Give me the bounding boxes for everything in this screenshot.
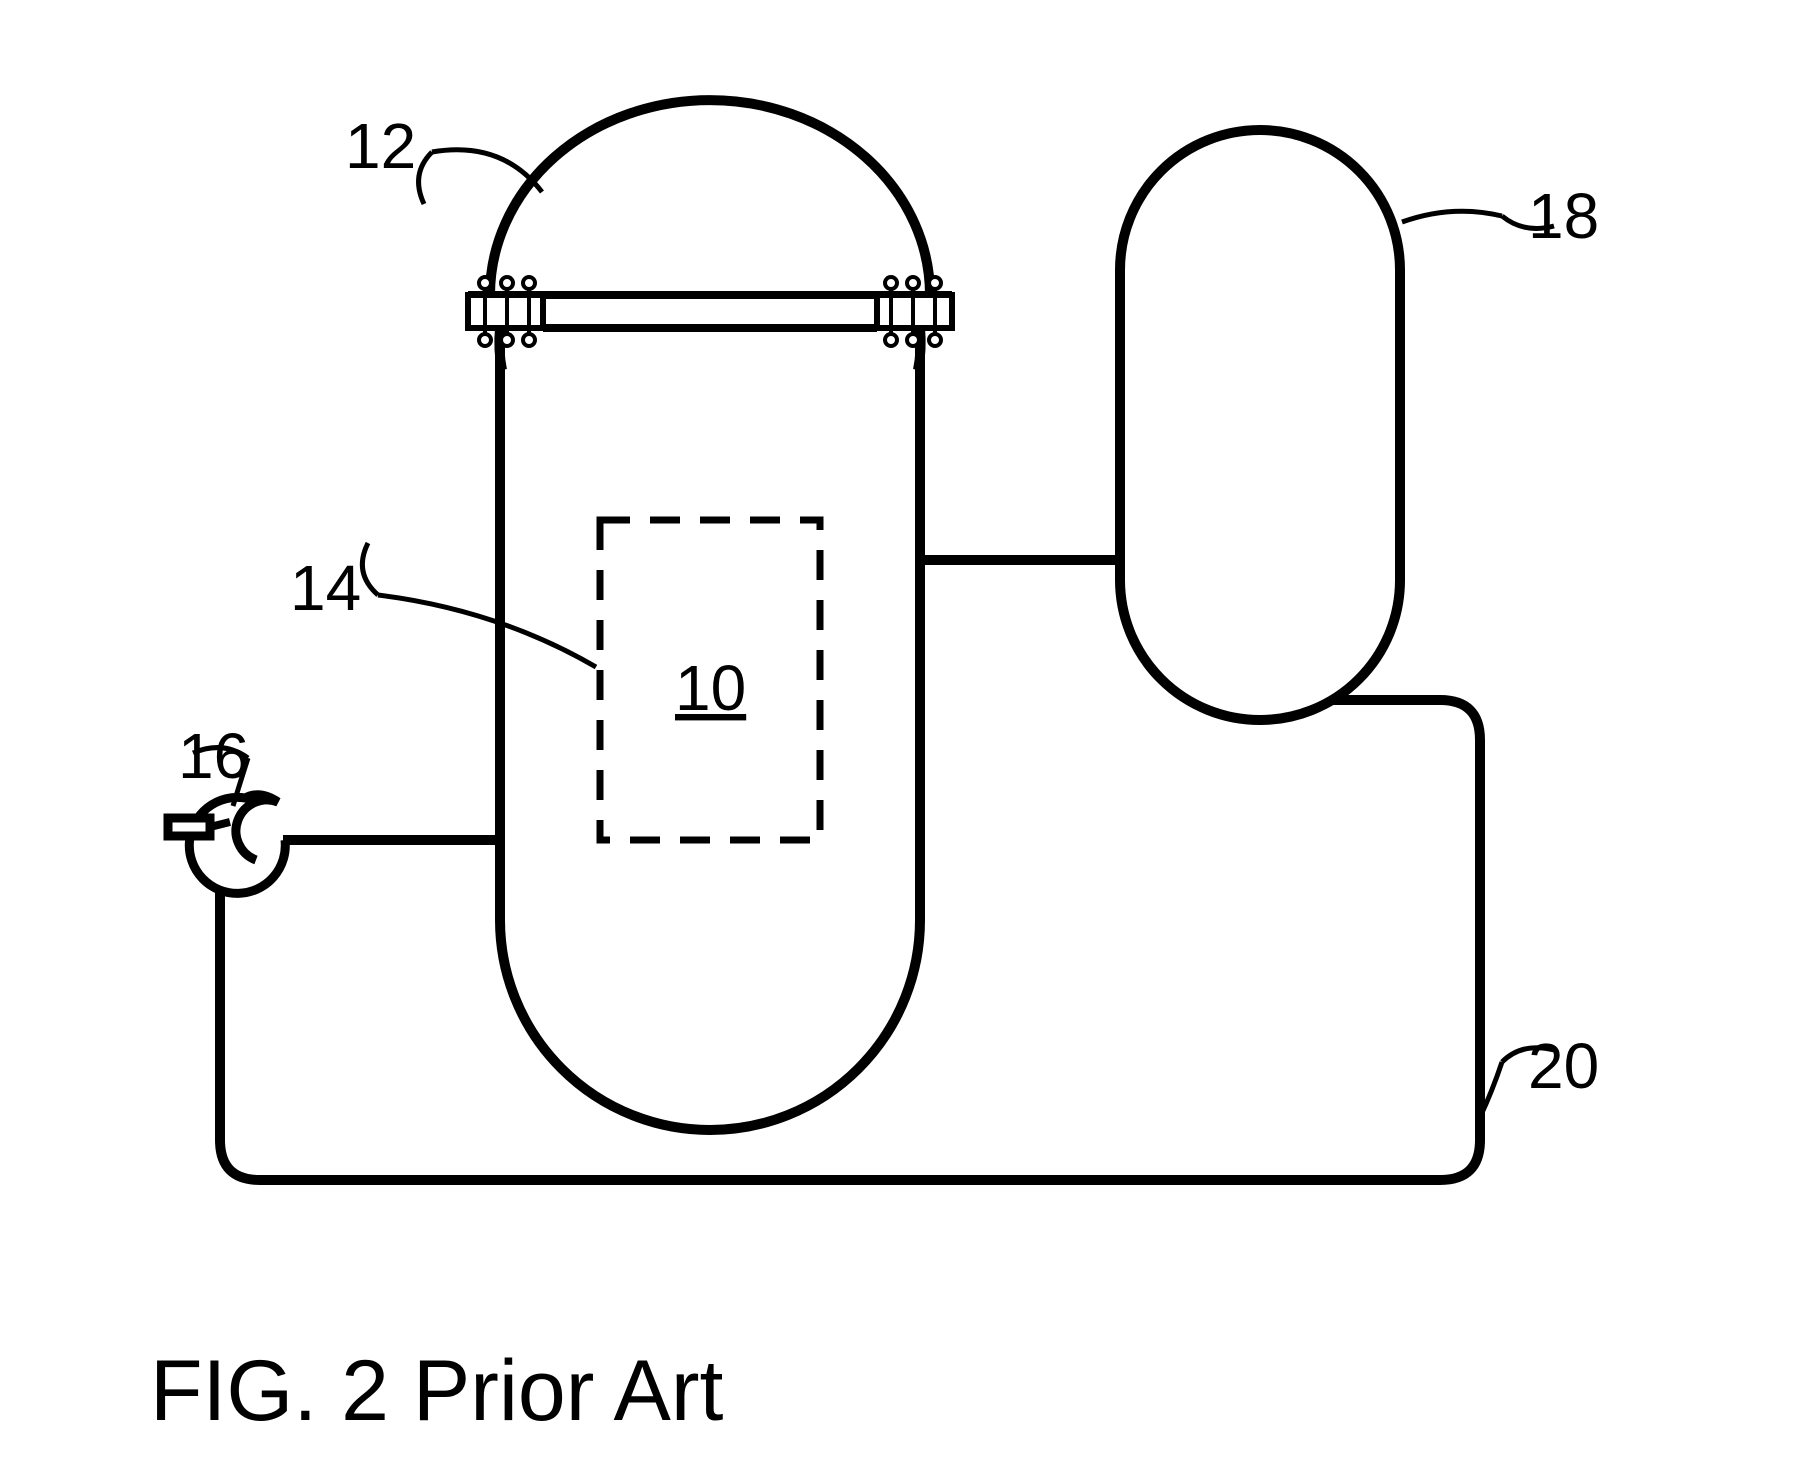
reactor-vessel [499,328,920,1130]
steam-generator [1120,130,1400,720]
reactor-body [500,328,920,1130]
dome-arc [490,100,930,295]
pump-body [189,795,285,894]
label-12: 12 [345,110,416,182]
reactor-dome [490,100,930,295]
label-20: 20 [1528,1030,1599,1102]
pump-nozzle [168,818,210,836]
coolant-pump [168,795,285,894]
label-14: 14 [290,552,361,624]
label-16: 16 [178,720,249,792]
leader-14-tail [362,543,378,595]
leader-12-tail [419,152,432,204]
diagram-svg: 12 14 16 18 20 10 FIG. 2 Prior Art [0,0,1820,1480]
leader-18 [1402,211,1502,222]
flange [468,295,952,328]
figure-caption: FIG. 2 Prior Art [150,1343,724,1439]
label-18: 18 [1528,180,1599,252]
label-core: 10 [675,652,746,724]
steam-gen-body [1120,130,1400,720]
